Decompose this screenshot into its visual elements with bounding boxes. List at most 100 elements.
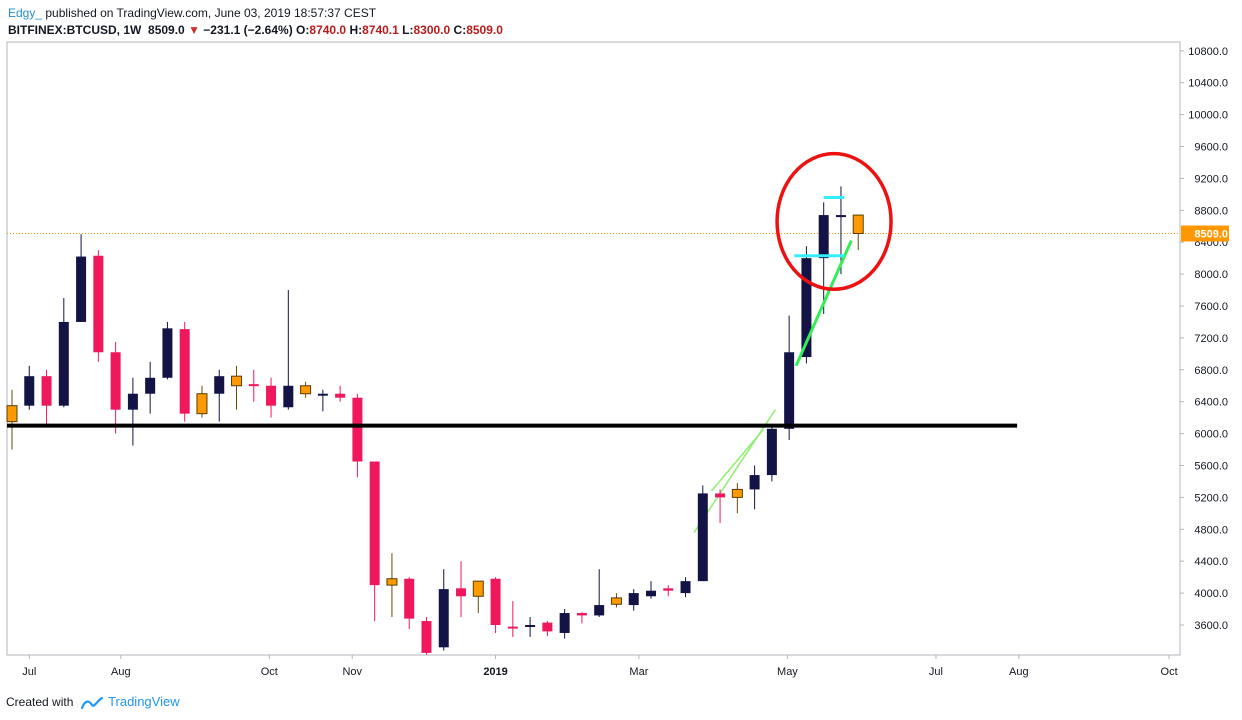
y-tick-label: 4000.0	[1194, 588, 1228, 600]
candle-body	[525, 625, 536, 627]
candle-body	[369, 461, 380, 586]
last-price: 8509.0	[148, 23, 185, 37]
candle-body	[749, 475, 760, 490]
y-tick-label: 10400.0	[1188, 78, 1228, 90]
low-value: 8300.0	[413, 23, 451, 37]
y-tick-label: 5600.0	[1194, 461, 1228, 473]
candle-body	[248, 384, 259, 387]
footer: Created with TradingView	[6, 694, 180, 710]
close-label: C:	[453, 23, 467, 37]
high-value: 8740.1	[362, 23, 399, 37]
y-tick-label: 4400.0	[1194, 556, 1228, 568]
y-tick-label: 3600.0	[1194, 620, 1228, 632]
low-label: L:	[402, 23, 414, 37]
candle-body	[93, 255, 104, 353]
candle-body	[145, 377, 156, 394]
open-value: 8740.0	[309, 23, 347, 37]
candle-body	[438, 589, 449, 648]
candle-body	[196, 393, 208, 415]
candle-body	[127, 393, 138, 410]
publish-info: Edgy_ published on TradingView.com, June…	[8, 6, 376, 20]
x-tick-label: Nov	[342, 666, 362, 678]
candle-body	[352, 397, 363, 462]
current-price-label: 8509.0	[1194, 229, 1228, 241]
symbol-info: BITFINEX:BTCUSD, 1W 8509.0 ▼ −231.1 (−2.…	[8, 23, 503, 37]
candle-body	[386, 578, 398, 586]
candle-body	[594, 605, 605, 616]
y-tick-label: 5200.0	[1194, 492, 1228, 504]
candle-body	[300, 385, 312, 395]
candle-body	[317, 393, 328, 396]
candle-body	[766, 428, 777, 476]
candle-body	[456, 588, 467, 597]
candle-body	[58, 321, 69, 406]
candle-body	[559, 613, 570, 633]
candle-body	[335, 393, 346, 398]
candle-body	[76, 256, 87, 322]
candle-body	[283, 385, 294, 408]
candle-body	[162, 328, 173, 378]
y-tick-label: 6800.0	[1194, 365, 1228, 377]
candle-body	[110, 352, 121, 410]
y-tick-label: 8800.0	[1194, 205, 1228, 217]
candle-body	[610, 597, 622, 605]
time-axis[interactable]: Jul Aug Oct Nov 2019 Mar May Jul Aug Oct	[22, 655, 1178, 678]
highlight-circle	[775, 151, 893, 292]
candle-body	[680, 581, 691, 594]
down-arrow-icon: ▼	[188, 23, 200, 37]
y-tick-label: 9600.0	[1194, 142, 1228, 154]
candle-body	[576, 613, 587, 616]
candle-body	[507, 626, 518, 629]
drawings-over	[7, 151, 1018, 428]
price-axis[interactable]: 3600.0 4000.0 4400.0 4800.0 5200.0 5600.0 6000…	[1180, 46, 1229, 632]
candle-body	[214, 376, 225, 394]
candle-body	[404, 578, 415, 619]
candle-body	[784, 352, 795, 429]
author-name[interactable]: Edgy_	[8, 6, 43, 20]
x-tick-label: Aug	[111, 666, 131, 678]
x-tick-label: Oct	[261, 666, 278, 678]
y-tick-label: 6000.0	[1194, 429, 1228, 441]
y-tick-label: 9200.0	[1194, 173, 1228, 185]
chart-header: Edgy_ published on TradingView.com, June…	[8, 4, 1238, 40]
x-tick-label: Aug	[1009, 666, 1029, 678]
plot-area[interactable]	[6, 41, 1181, 656]
candle-body	[731, 488, 743, 498]
trend-line-upper	[710, 429, 764, 492]
candle-body	[542, 622, 553, 632]
x-tick-label: Oct	[1161, 666, 1178, 678]
candle-body	[818, 215, 829, 259]
candle-body	[266, 385, 277, 406]
open-label: O:	[296, 23, 310, 37]
candle-body	[645, 590, 656, 597]
candle-body	[421, 621, 432, 653]
high-label: H:	[349, 23, 363, 37]
candle-body	[6, 405, 18, 423]
x-tick-label: Jul	[22, 666, 36, 678]
candle-body	[801, 258, 812, 358]
x-tick-label: Jul	[929, 666, 943, 678]
x-tick-label: 2019	[483, 666, 507, 678]
y-tick-label: 7200.0	[1194, 333, 1228, 345]
candle-body	[41, 376, 52, 406]
y-tick-label: 4800.0	[1194, 524, 1228, 536]
candle-body	[697, 493, 708, 582]
candle-body	[715, 493, 726, 498]
tradingview-logo-icon	[80, 696, 103, 709]
candle-body	[852, 214, 864, 235]
candle-body	[24, 376, 35, 406]
y-tick-label: 7600.0	[1194, 301, 1228, 313]
candle-body	[472, 580, 484, 597]
tradingview-brand[interactable]: TradingView	[108, 694, 180, 709]
candle-body	[490, 578, 501, 625]
trend-line-bright	[794, 239, 853, 367]
published-text: published on TradingView.com, June 03, 2…	[45, 6, 377, 20]
created-with-text: Created with	[6, 695, 74, 709]
candle-body	[835, 215, 846, 218]
x-tick-label: Mar	[629, 666, 648, 678]
candle-body	[179, 329, 190, 414]
close-value: 8509.0	[466, 23, 503, 37]
y-tick-label: 6400.0	[1194, 397, 1228, 409]
symbol-name: BITFINEX:BTCUSD, 1W	[8, 23, 142, 37]
